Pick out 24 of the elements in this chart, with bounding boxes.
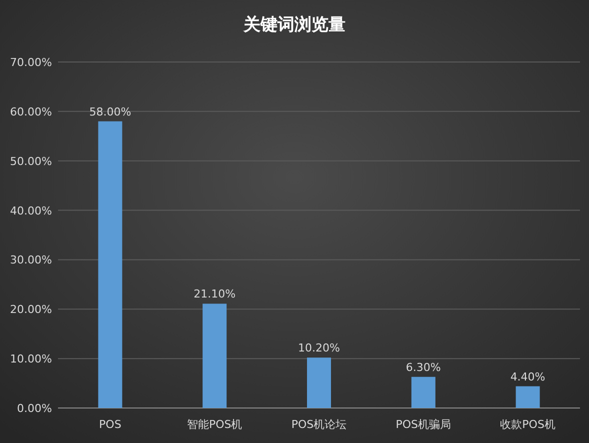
x-tick-label: POS机论坛 — [291, 418, 347, 431]
y-tick-label: 0.00% — [17, 402, 52, 415]
bar — [202, 304, 227, 408]
data-label: 10.20% — [298, 342, 340, 355]
bar — [411, 376, 436, 408]
x-tick-label: POS机骗局 — [396, 418, 452, 431]
y-tick-label: 10.00% — [10, 352, 52, 366]
x-tick-label: 收款POS机 — [500, 418, 556, 431]
y-tick-label: 20.00% — [10, 303, 52, 316]
data-label: 4.40% — [510, 370, 546, 384]
data-label: 6.30% — [406, 360, 441, 374]
x-tick-label: 智能POS机 — [186, 418, 242, 431]
bar — [307, 358, 331, 408]
y-tick-label: 30.00% — [10, 254, 52, 267]
data-label: 58.00% — [89, 105, 132, 118]
y-tick-label: 40.00% — [10, 204, 52, 218]
x-tick-label: POS — [99, 418, 122, 431]
y-tick-label: 60.00% — [10, 105, 52, 118]
chart-title: 关键词浏览量 — [242, 15, 346, 35]
data-label: 21.10% — [194, 288, 236, 301]
bar — [516, 386, 540, 408]
y-tick-label: 50.00% — [10, 154, 52, 168]
bar — [98, 121, 122, 408]
y-tick-label: 70.00% — [10, 56, 52, 69]
